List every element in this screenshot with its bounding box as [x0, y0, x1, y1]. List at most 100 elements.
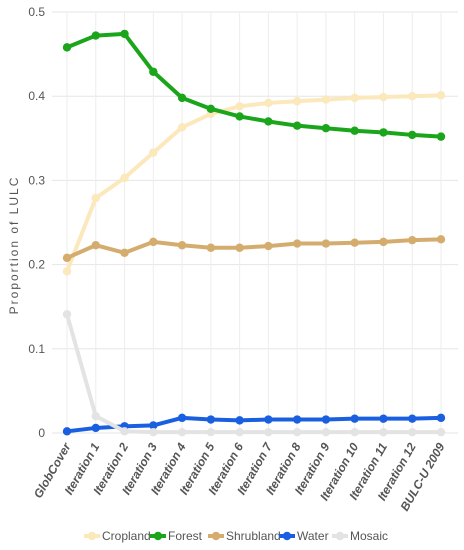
y-tick-label: 0.2 [28, 258, 45, 272]
data-point-water [408, 414, 417, 423]
series-forest [62, 29, 446, 141]
data-point-mosaic [149, 427, 158, 437]
series-mosaic [62, 310, 446, 437]
data-point-cropland [149, 148, 158, 157]
data-point-shrubland [206, 243, 216, 252]
data-point-mosaic [206, 427, 216, 437]
data-point-water [292, 415, 302, 424]
data-point-water [149, 421, 158, 430]
data-point-shrubland [408, 235, 417, 245]
data-point-cropland [321, 95, 331, 104]
data-point-shrubland [292, 239, 302, 248]
data-point-water [235, 416, 244, 425]
legend: Cropland Forest Shrubland Water Mosaic [84, 529, 388, 543]
data-point-forest [206, 104, 216, 114]
data-point-mosaic [62, 310, 72, 319]
data-point-shrubland [235, 243, 244, 252]
series-line-cropland [65, 93, 443, 274]
data-point-shrubland [350, 238, 359, 247]
series-line-forest [65, 31, 443, 139]
data-point-shrubland [177, 241, 187, 250]
data-point-water [177, 413, 187, 423]
y-tick-label: 0.5 [28, 5, 45, 19]
data-point-forest [292, 121, 302, 130]
data-point-mosaic [350, 427, 359, 437]
data-point-mosaic [379, 427, 388, 437]
data-point-forest [177, 93, 187, 103]
data-point-water [379, 414, 388, 423]
y-tick-label: 0.1 [28, 342, 45, 356]
series-water [62, 413, 446, 436]
data-point-forest [62, 43, 72, 52]
data-point-shrubland [91, 241, 100, 250]
data-point-mosaic [120, 427, 129, 436]
data-point-mosaic [91, 411, 100, 421]
legend-item-water: Water [279, 529, 329, 543]
y-tick-label: 0 [38, 426, 45, 440]
legend-swatch-marker [211, 531, 221, 541]
data-point-forest [120, 29, 129, 39]
legend-label: Cropland [102, 529, 151, 543]
series-line-shrubland [65, 237, 443, 260]
data-point-water [62, 427, 72, 436]
data-point-water [350, 414, 359, 423]
legend-swatch-marker [87, 531, 97, 541]
data-point-cropland [177, 123, 187, 132]
series-cropland [62, 91, 446, 276]
data-point-forest [350, 126, 359, 135]
data-point-forest [379, 128, 388, 137]
series-shrubland [62, 235, 446, 263]
data-point-cropland [379, 92, 388, 102]
y-axis-label: Proportion of LULC [7, 176, 21, 315]
y-tick-label: 0.3 [28, 173, 45, 187]
legend-item-forest: Forest [150, 529, 203, 543]
data-point-water [264, 415, 273, 424]
y-axis-ticks: 0 0.1 0.2 0.3 0.4 0.5 [28, 5, 45, 440]
data-point-shrubland [321, 239, 331, 248]
legend-item-shrubland: Shrubland [208, 529, 281, 543]
data-point-shrubland [120, 248, 129, 258]
data-point-mosaic [321, 427, 331, 437]
data-point-forest [264, 117, 273, 126]
data-point-cropland [235, 102, 244, 111]
legend-swatch-marker [153, 531, 163, 541]
data-point-forest [235, 112, 244, 121]
legend-label: Water [297, 529, 329, 543]
data-point-water [206, 415, 216, 424]
data-point-mosaic [292, 427, 302, 437]
legend-swatch-marker [335, 531, 345, 541]
data-point-forest [408, 130, 417, 140]
y-tick-label: 0.4 [28, 89, 45, 103]
data-point-mosaic [235, 427, 244, 437]
data-point-shrubland [436, 235, 446, 244]
legend-item-mosaic: Mosaic [332, 529, 388, 543]
data-point-cropland [120, 173, 129, 183]
data-point-cropland [264, 98, 273, 108]
data-point-cropland [62, 267, 72, 276]
data-point-forest [436, 132, 446, 141]
legend-item-cropland: Cropland [84, 529, 151, 543]
series-line-water [65, 415, 443, 434]
data-point-cropland [350, 93, 359, 103]
data-point-forest [149, 67, 158, 76]
data-point-shrubland [379, 237, 388, 247]
legend-label: Shrubland [226, 529, 281, 543]
data-point-cropland [408, 92, 417, 101]
legend-label: Forest [168, 529, 203, 543]
data-point-mosaic [436, 427, 446, 437]
legend-swatch-marker [282, 531, 292, 541]
data-point-forest [321, 123, 331, 133]
data-point-forest [91, 31, 100, 40]
series-line-mosaic [65, 312, 443, 435]
data-point-shrubland [149, 237, 158, 247]
data-point-cropland [436, 91, 446, 100]
data-point-shrubland [264, 241, 273, 251]
series-lines [62, 29, 446, 437]
data-point-mosaic [264, 427, 273, 437]
data-point-shrubland [62, 253, 72, 263]
legend-label: Mosaic [350, 529, 388, 543]
grid-lines [52, 11, 458, 434]
data-point-water [436, 413, 446, 423]
